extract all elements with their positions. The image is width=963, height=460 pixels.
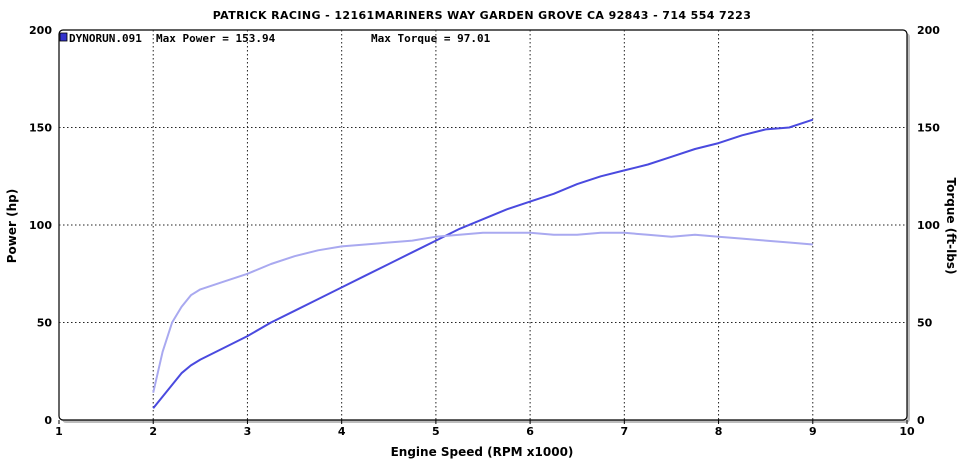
y-tick-label-right: 0 [917, 414, 925, 427]
y-axis-label-left: Power (hp) [5, 189, 19, 263]
legend-swatch [59, 32, 68, 42]
x-tick-label: 8 [715, 425, 723, 438]
x-tick-label: 6 [526, 425, 534, 438]
torque-curve [152, 231, 813, 393]
x-tick-label: 9 [809, 425, 817, 438]
y-tick-label-left: 150 [29, 122, 52, 135]
y-tick-label-right: 50 [917, 317, 933, 330]
y-tick-label-left: 50 [37, 317, 53, 330]
y-tick-label-left: 0 [44, 414, 52, 427]
x-tick-label: 5 [432, 425, 440, 438]
legend-max-power: Max Power = 153.94 [156, 32, 276, 45]
x-tick-label: 10 [899, 425, 915, 438]
y-tick-label-left: 200 [29, 24, 52, 37]
x-tick-label: 3 [244, 425, 252, 438]
chart-title: PATRICK RACING - 12161MARINERS WAY GARDE… [213, 9, 752, 22]
y-tick-label-right: 100 [917, 219, 940, 232]
y-tick-label-left: 100 [29, 219, 52, 232]
legend-max-torque: Max Torque = 97.01 [371, 32, 491, 45]
y-axis-label-right: Torque (ft-lbs) [944, 178, 958, 275]
legend-run-name: DYNORUN.091 [69, 32, 142, 45]
y-tick-label-right: 150 [917, 122, 940, 135]
x-axis-label: Engine Speed (RPM x1000) [391, 445, 574, 459]
x-tick-label: 2 [149, 425, 157, 438]
x-tick-label: 4 [338, 425, 346, 438]
y-tick-label-right: 200 [917, 24, 940, 37]
x-tick-label: 1 [55, 425, 63, 438]
x-tick-label: 7 [621, 425, 629, 438]
